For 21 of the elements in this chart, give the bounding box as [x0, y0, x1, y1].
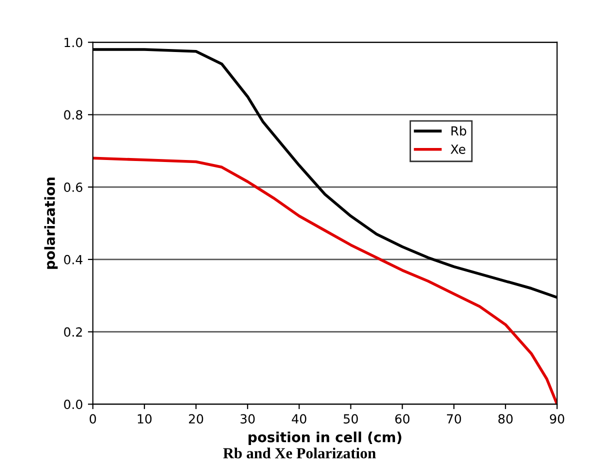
y-tick-label: 0.6 — [64, 182, 82, 192]
x-tick-label: 30 — [240, 414, 255, 424]
x-tick-label: 20 — [188, 414, 204, 424]
x-axis-title: position in cell (cm) — [248, 432, 402, 446]
x-tick-label: 50 — [344, 414, 358, 424]
y-tick-label: 0.2 — [64, 327, 82, 337]
x-tick-label: 40 — [292, 414, 306, 424]
x-tick-label: 60 — [395, 414, 410, 424]
x-tick-label: 80 — [498, 414, 513, 424]
x-tick-label: 10 — [138, 414, 152, 424]
x-tick-label: 0 — [90, 414, 96, 424]
y-tick-label: 0.8 — [64, 110, 82, 120]
legend-label: Xe — [450, 144, 466, 154]
y-tick-label: 0.0 — [64, 400, 82, 410]
y-tick-label: 0.4 — [64, 254, 82, 264]
y-tick-label: 1.0 — [64, 38, 82, 48]
y-axis-title: polarization — [44, 178, 58, 269]
text: Rb and Xe Polarization — [223, 448, 376, 458]
x-tick-label: 70 — [446, 414, 462, 424]
x-tick-label: 90 — [550, 414, 564, 424]
legend-label: Rb — [452, 126, 466, 136]
